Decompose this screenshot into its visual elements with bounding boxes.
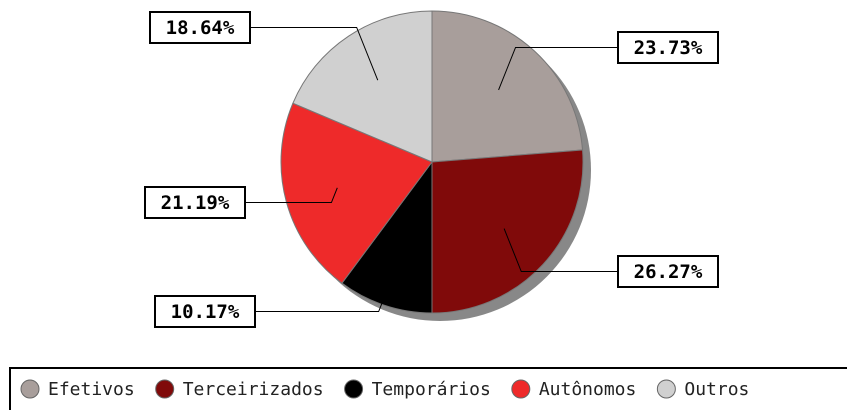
legend-swatch	[656, 379, 676, 399]
legend-label: Outros	[684, 379, 749, 400]
legend-swatch	[155, 379, 175, 399]
pie-slice	[431, 149, 584, 314]
pie-slice	[431, 10, 584, 163]
pie-slice	[341, 160, 433, 314]
leader-line	[245, 187, 338, 203]
pie-slice	[280, 102, 433, 284]
legend-label: Efetivos	[48, 379, 135, 400]
leader-line	[503, 228, 618, 272]
legend-label: Terceirizados	[183, 379, 324, 400]
label-box	[617, 255, 719, 288]
data-label: 18.64%	[166, 17, 235, 39]
pie-slice	[292, 10, 433, 163]
legend-label: Temporários	[372, 379, 491, 400]
leader-line	[250, 27, 379, 81]
data-label: 23.73%	[634, 37, 703, 59]
data-label: 10.17%	[171, 301, 240, 323]
leader-line	[255, 254, 402, 312]
leader-line	[498, 47, 618, 91]
legend-label: Autônomos	[539, 379, 637, 400]
legend-swatch	[511, 379, 531, 399]
label-box	[144, 186, 246, 219]
legend-swatch	[344, 379, 364, 399]
label-box	[149, 11, 251, 44]
data-label: 21.19%	[161, 192, 230, 214]
label-box	[617, 31, 719, 64]
legend-box	[9, 367, 847, 410]
data-label: 26.27%	[634, 261, 703, 283]
label-box	[154, 295, 256, 328]
legend-swatch	[20, 379, 40, 399]
